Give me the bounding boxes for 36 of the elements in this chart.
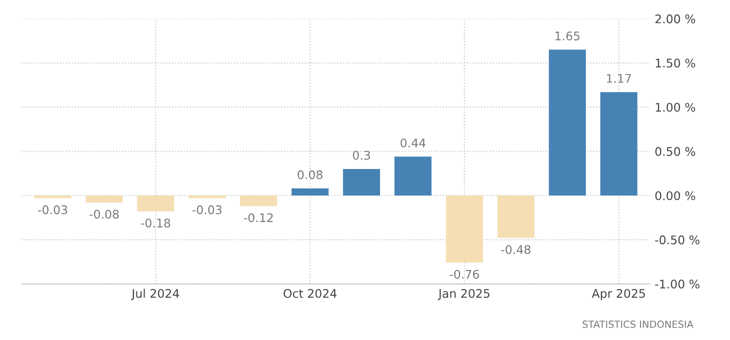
y-tick-label: 0.50 % xyxy=(655,147,696,156)
bar xyxy=(86,196,123,203)
data-label: -0.76 xyxy=(450,270,479,279)
data-label: -0.08 xyxy=(90,210,119,219)
x-tick-label: Jul 2024 xyxy=(131,288,180,300)
bar xyxy=(240,196,278,206)
data-label: -0.03 xyxy=(192,205,222,214)
bar xyxy=(292,188,329,196)
bar xyxy=(34,196,72,198)
bar xyxy=(343,168,380,196)
bar xyxy=(394,156,432,196)
data-label: -0.03 xyxy=(38,205,68,214)
x-tick-label: Apr 2025 xyxy=(592,288,645,300)
x-tick-label: Jan 2025 xyxy=(438,288,490,300)
x-tick-label: Oct 2024 xyxy=(284,288,337,298)
bar xyxy=(548,50,586,196)
bar xyxy=(137,196,174,212)
data-label: 0.44 xyxy=(400,138,426,148)
data-label: 1.65 xyxy=(556,31,580,40)
y-tick-label: -0.50 % xyxy=(655,235,700,244)
bar xyxy=(497,196,534,238)
data-label: 0.08 xyxy=(298,170,322,180)
data-label: -0.12 xyxy=(244,213,273,222)
y-tick-label: 2.00 % xyxy=(655,14,696,24)
y-tick-label: 0.00 % xyxy=(655,191,696,200)
bar xyxy=(188,196,226,198)
bar xyxy=(600,92,638,196)
y-tick-label: 1.50 % xyxy=(656,58,696,68)
data-label: 0.3 xyxy=(352,150,370,160)
bar xyxy=(446,196,483,263)
text: STATISTICS INDONESIA xyxy=(582,320,694,328)
data-label: 1.17 xyxy=(606,74,631,83)
y-tick-label: 1.00 % xyxy=(656,102,696,112)
data-label: -0.48 xyxy=(501,245,530,254)
data-label: -0.18 xyxy=(141,218,170,228)
y-tick-label: -1.00 % xyxy=(655,280,700,289)
